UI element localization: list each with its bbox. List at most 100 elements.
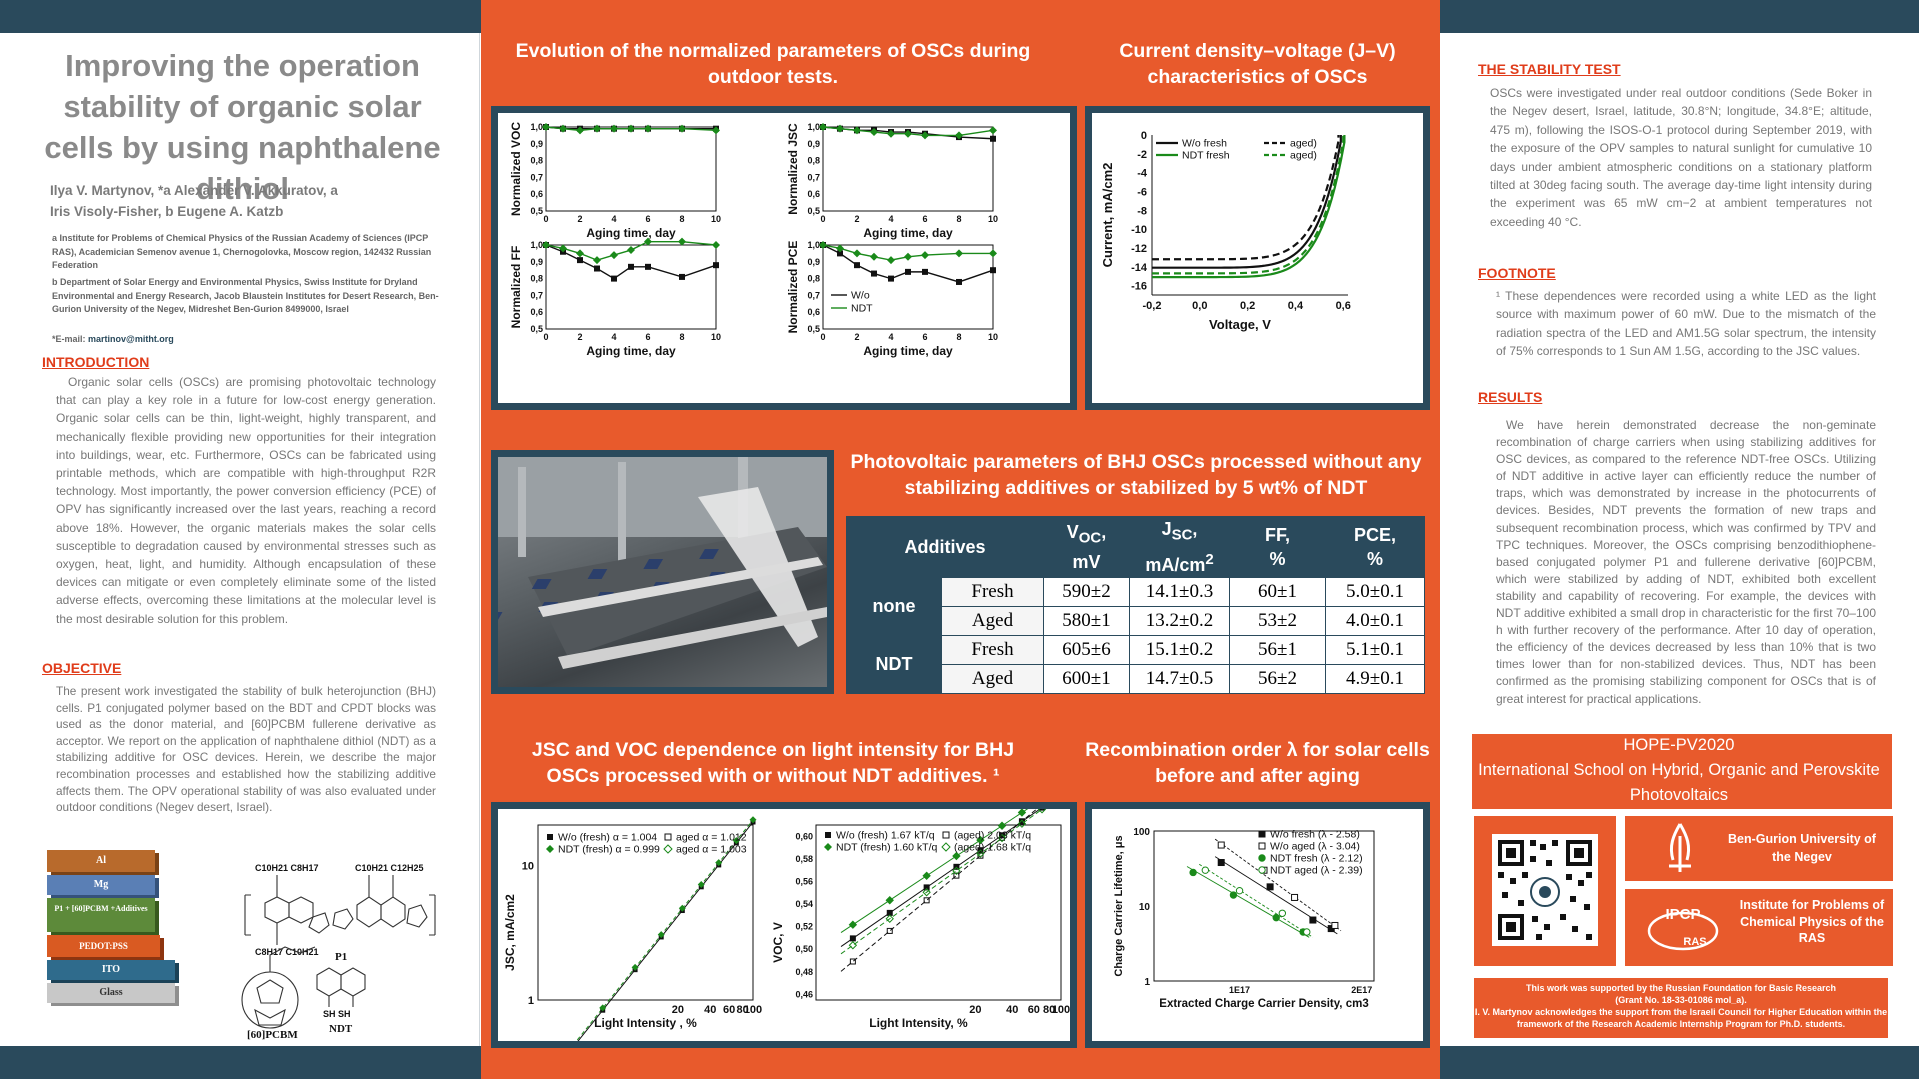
- pce-cell: 4.0±0.1: [1325, 605, 1425, 636]
- school-code: HOPE-PV2020: [1623, 736, 1735, 754]
- col-pce: PCE,%: [1325, 516, 1425, 578]
- y-tick-label: -6: [1137, 186, 1147, 198]
- authors-line-2: Iris Visoly-Fisher, b Eugene A. Katzb: [50, 204, 284, 219]
- affiliation-a: a Institute for Problems of Chemical Phy…: [52, 233, 432, 270]
- legend-label: (aged) 1.68 kT/q: [954, 842, 1031, 854]
- data-point: [836, 124, 844, 133]
- data-point: [953, 872, 960, 879]
- data-point: [628, 263, 634, 270]
- p1-structure: [244, 875, 436, 945]
- y-tick-label: 0,52: [795, 922, 813, 932]
- bgu-logo-icon: [1669, 823, 1691, 872]
- y-tick-label: -12: [1131, 243, 1147, 255]
- jsc-cell: 14.1±0.3: [1129, 576, 1230, 607]
- voc-cell: 600±1: [1043, 663, 1130, 694]
- x-tick-label: 4: [611, 332, 616, 342]
- stability-text: OSCs were investigated under real outdoo…: [1490, 86, 1872, 229]
- device-stack: Al Mg P1 + [60]PCBM +Additives PEDOT:PSS…: [45, 850, 185, 1005]
- y-tick-label: -4: [1137, 168, 1148, 180]
- y-tick-label: 0,9: [807, 139, 820, 149]
- data-point: [559, 124, 567, 133]
- data-point: [989, 126, 997, 135]
- data-point: [1266, 883, 1274, 891]
- molecule-structures: C10H21 C8H17 C10H21 C12H25 C8H17 C10H21 …: [241, 863, 436, 1040]
- data-point: [577, 257, 583, 264]
- data-point: [976, 835, 985, 845]
- email-link[interactable]: martinov@mitht.org: [88, 334, 174, 344]
- acknowledgement: This work was supported by the Russian F…: [1474, 978, 1888, 1038]
- y-tick-label: 0,50: [795, 944, 813, 954]
- legend-label: aged α = 1.012: [676, 832, 747, 844]
- y-tick-label: 1,0: [530, 122, 543, 132]
- data-point: [594, 265, 600, 272]
- data-point: [871, 270, 877, 277]
- school-title: HOPE-PV2020 International School on Hybr…: [1474, 733, 1884, 808]
- y-tick-label: 0,5: [530, 206, 543, 216]
- ndt-sh-label: SH SH: [323, 1009, 351, 1019]
- outdoor-frame: 0,5 0,6 0,7 0,8 0,9 1,0 0 2 4 6 8 10 Aging time, day…: [491, 106, 1077, 410]
- data-point: [997, 821, 1007, 830]
- footnote-heading: FOOTNOTE: [1478, 265, 1556, 281]
- data-point: [593, 256, 601, 265]
- objective-text: The present work investigated the stabil…: [56, 684, 436, 815]
- cond-cell: Aged: [941, 663, 1044, 694]
- group-none: none: [846, 576, 942, 636]
- x-axis-label: Aging time, day: [586, 344, 676, 358]
- jv-curve: [1152, 135, 1340, 261]
- x-tick-label: 20: [969, 1004, 981, 1016]
- data-point: [1309, 916, 1317, 924]
- legend-marker: [1258, 842, 1266, 850]
- plot-area: [545, 244, 717, 330]
- y-tick-label: 0,6: [530, 189, 543, 199]
- y-tick-label: 0,6: [807, 307, 820, 317]
- outdoor-title: Evolution of the normalized parameters o…: [515, 40, 1031, 88]
- y-tick-label: -14: [1131, 262, 1148, 274]
- pce-cell: 5.0±0.1: [1325, 576, 1425, 607]
- cond-cell: Aged: [941, 605, 1044, 636]
- data-point: [1272, 913, 1280, 922]
- data-point: [922, 888, 931, 897]
- qr-code-icon[interactable]: [1474, 816, 1616, 966]
- results-text: We have herein demonstrated decrease the…: [1496, 418, 1876, 706]
- y-tick-label: 0,6: [530, 307, 543, 317]
- layer-pedot: PEDOT:PSS: [47, 935, 160, 957]
- y-tick-label: 0,58: [795, 854, 813, 864]
- legend-marker: [942, 831, 950, 839]
- data-point: [599, 1004, 607, 1012]
- data-point: [921, 131, 929, 140]
- y-tick-label: 10: [1139, 902, 1151, 913]
- y-tick-label: 0,7: [807, 290, 820, 300]
- y-axis-label: JSC, mA/cm2: [503, 894, 517, 971]
- group-ndt: NDT: [846, 634, 942, 694]
- affiliation-b: b Department of Solar Energy and Environ…: [52, 277, 439, 314]
- plot-area: [822, 126, 994, 212]
- bgu-name: Ben-Gurion University of the Negev: [1728, 832, 1876, 864]
- y-tick-label: -8: [1137, 205, 1147, 217]
- data-point: [678, 237, 686, 246]
- voc-cell: 590±2: [1043, 576, 1130, 607]
- data-point: [1018, 818, 1025, 825]
- data-point: [888, 275, 894, 282]
- email-label: *E-mail:: [52, 334, 86, 344]
- introduction-text: Organic solar cells (OSCs) are promising…: [56, 375, 436, 626]
- x-tick-label: 8: [679, 332, 684, 342]
- y-tick-label: 0,8: [807, 156, 820, 166]
- x-tick-label: 6: [645, 332, 650, 342]
- y-tick-label: 0,5: [807, 324, 820, 334]
- x-axis-label: Aging time, day: [586, 226, 676, 240]
- data-point: [645, 263, 651, 270]
- x-tick-label: 100: [1052, 1004, 1070, 1016]
- data-point: [819, 123, 827, 131]
- data-point: [627, 124, 635, 133]
- data-point: [854, 262, 860, 269]
- y-axis-label: VOC, V: [771, 922, 785, 963]
- stability-heading: THE STABILITY TEST: [1478, 61, 1621, 77]
- x-tick-label: 4: [888, 332, 893, 342]
- data-point: [885, 914, 894, 923]
- data-point: [837, 250, 843, 257]
- ipcp-logo-icon: IPCP RAS: [1647, 906, 1719, 951]
- legend-label: NDT (fresh) α = 0.999: [558, 844, 660, 856]
- x-tick-label: 0,6: [1336, 300, 1351, 312]
- data-point: [990, 135, 996, 142]
- ff-cell: 60±1: [1229, 576, 1326, 607]
